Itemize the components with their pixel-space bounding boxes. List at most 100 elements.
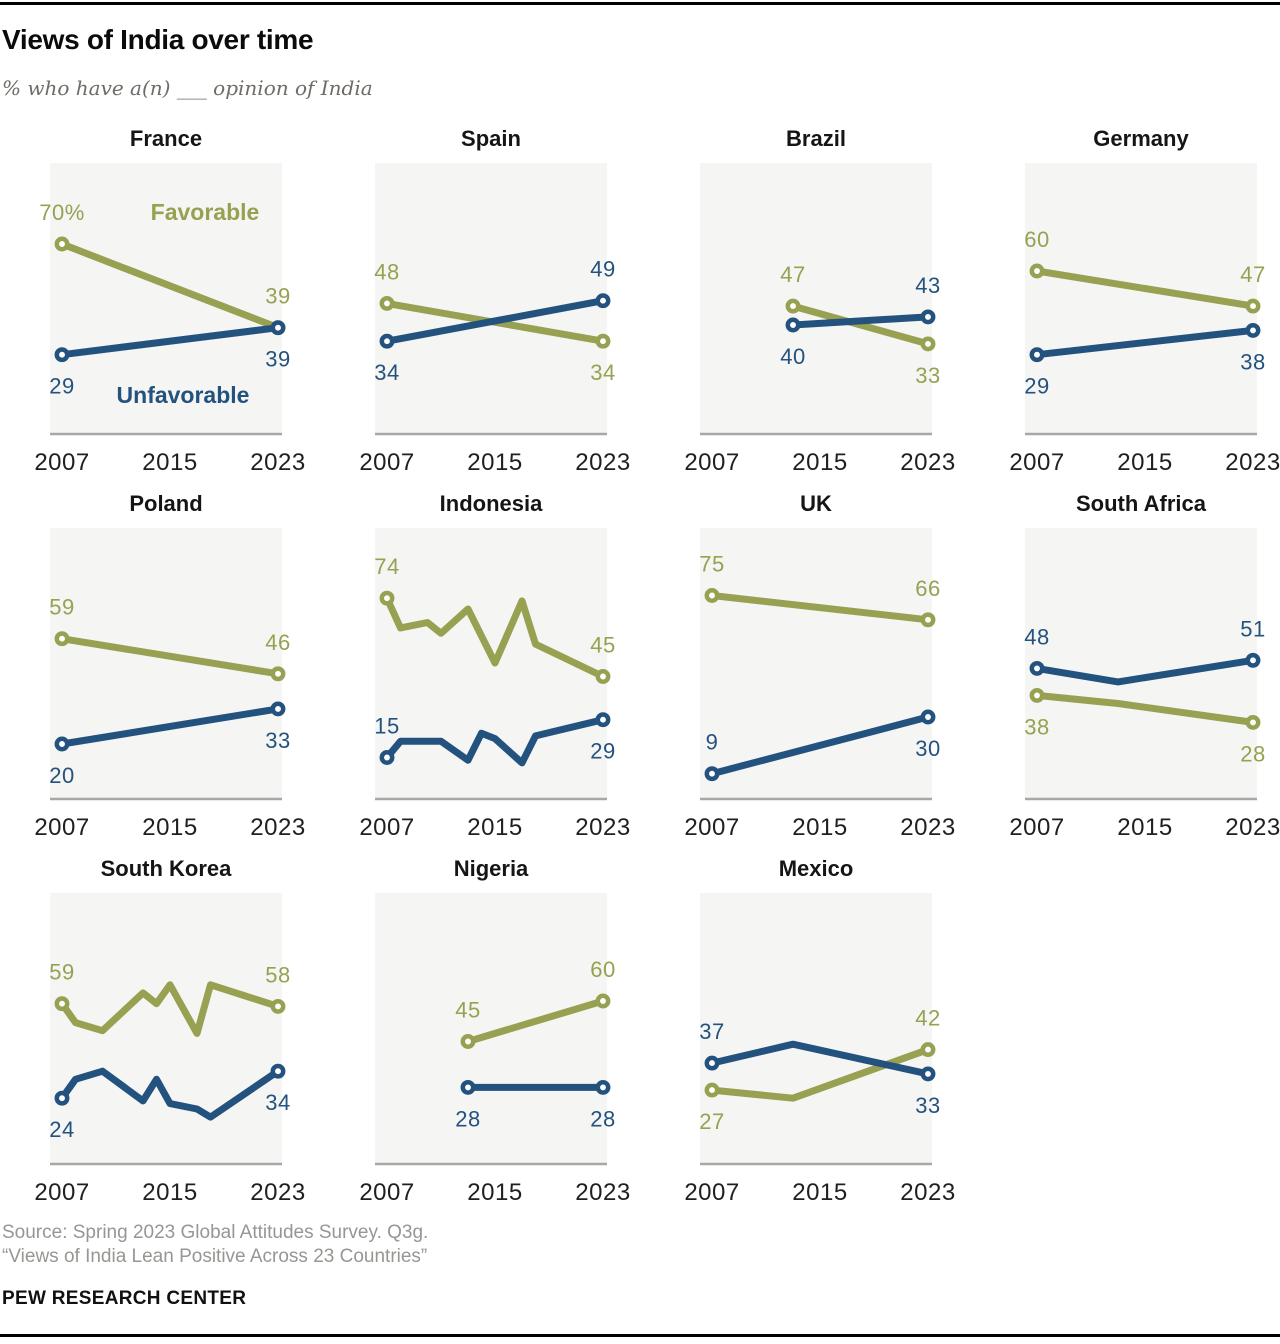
line-unfavorable <box>1036 656 1254 686</box>
source-line-2: “Views of India Lean Positive Across 23 … <box>2 1246 428 1267</box>
top-rule <box>0 2 1280 5</box>
value-label-unfavorable: 33 <box>265 728 290 753</box>
axis-year-label: 2007 <box>684 449 739 476</box>
axis-year-label: 2015 <box>467 1179 522 1206</box>
point-marker-unfavorable <box>1029 347 1045 363</box>
point-marker-favorable <box>1245 298 1261 314</box>
chart-mexico: Mexico 2007 2015 2023 27 42 37 33 <box>684 856 955 1206</box>
value-label-unfavorable: 29 <box>1024 374 1049 399</box>
point-marker-unfavorable <box>595 712 611 728</box>
axis-year-label: 2015 <box>792 814 847 841</box>
axis-year-label: 2023 <box>1225 449 1280 476</box>
value-label-unfavorable: 34 <box>374 360 399 385</box>
chart-title: Brazil <box>786 126 846 151</box>
point-marker-unfavorable <box>379 333 395 349</box>
chart-south-africa: South Africa 2007 2015 2023 38 28 48 51 <box>1009 491 1280 841</box>
point-marker-unfavorable <box>460 1079 476 1095</box>
value-label-unfavorable: 28 <box>590 1106 615 1131</box>
value-label-favorable: 70% <box>39 200 85 225</box>
point-marker-favorable <box>920 1042 936 1058</box>
point-marker-favorable <box>270 998 286 1014</box>
point-marker-favorable <box>1029 263 1045 279</box>
value-label-unfavorable: 37 <box>699 1019 724 1044</box>
axis-year-label: 2023 <box>250 1179 305 1206</box>
point-marker-favorable <box>270 666 286 682</box>
value-label-unfavorable: 40 <box>780 344 805 369</box>
chart-title: Spain <box>461 126 521 151</box>
line-unfavorable <box>1036 326 1254 359</box>
point-marker-favorable <box>704 588 720 603</box>
point-marker-unfavorable <box>1245 652 1261 668</box>
point-marker-unfavorable <box>595 293 611 309</box>
axis-year-label: 2015 <box>142 814 197 841</box>
line-unfavorable <box>61 324 279 359</box>
point-marker-favorable <box>1245 714 1261 730</box>
axis-year-label: 2007 <box>34 1179 89 1206</box>
point-marker-unfavorable <box>270 320 286 336</box>
chart-title: Nigeria <box>454 856 529 881</box>
point-marker-favorable <box>920 612 936 628</box>
point-marker-unfavorable <box>704 1055 720 1071</box>
point-marker-favorable <box>379 295 395 311</box>
chart-title: South Africa <box>1076 491 1207 516</box>
source-line-1: Source: Spring 2023 Global Attitudes Sur… <box>2 1222 429 1243</box>
line-unfavorable <box>59 1067 280 1121</box>
plot-area <box>50 528 282 798</box>
value-label-favorable: 34 <box>590 360 615 385</box>
line-favorable <box>1036 267 1254 310</box>
value-label-favorable: 33 <box>915 363 940 388</box>
line-favorable <box>1036 691 1254 726</box>
axis-year-label: 2023 <box>900 814 955 841</box>
value-label-favorable: 39 <box>265 284 290 309</box>
point-marker-unfavorable <box>595 1079 611 1095</box>
point-marker-favorable <box>1029 687 1045 703</box>
axis-year-label: 2023 <box>575 814 630 841</box>
point-marker-favorable <box>379 590 395 606</box>
point-marker-unfavorable <box>920 709 936 725</box>
point-marker-unfavorable <box>270 701 286 717</box>
axis-year-label: 2023 <box>250 814 305 841</box>
value-label-unfavorable: 51 <box>1240 616 1265 641</box>
value-label-unfavorable: 34 <box>265 1090 290 1115</box>
value-label-unfavorable: 39 <box>265 347 290 372</box>
brand: PEW RESEARCH CENTER <box>2 1288 247 1309</box>
plot-area <box>700 528 932 798</box>
point-marker-unfavorable <box>54 736 70 752</box>
plot-area <box>375 893 607 1163</box>
plot-area <box>375 163 607 433</box>
value-label-favorable: 59 <box>49 960 74 985</box>
value-label-unfavorable: 30 <box>915 736 940 761</box>
value-label-favorable: 60 <box>590 957 615 982</box>
axis-year-label: 2007 <box>684 814 739 841</box>
axis-year-label: 2007 <box>359 814 414 841</box>
point-marker-favorable <box>460 1034 476 1049</box>
value-label-favorable: 28 <box>1240 741 1265 766</box>
value-label-favorable: 47 <box>780 262 805 287</box>
axis-year-label: 2015 <box>467 814 522 841</box>
axis-year-label: 2015 <box>792 449 847 476</box>
value-label-favorable: 60 <box>1024 227 1049 252</box>
value-label-favorable: 45 <box>590 633 615 658</box>
chart-title: Mexico <box>779 856 854 881</box>
point-marker-unfavorable <box>270 1063 286 1079</box>
line-unfavorable <box>61 705 279 748</box>
value-label-favorable: 58 <box>265 962 290 987</box>
axis-year-label: 2015 <box>1117 449 1172 476</box>
chart-title: South Korea <box>101 856 233 881</box>
value-label-unfavorable: 20 <box>49 763 74 788</box>
line-favorable <box>59 981 280 1037</box>
axis-year-label: 2007 <box>1009 814 1064 841</box>
line-favorable <box>792 302 929 348</box>
series-annotation-unfavorable: Unfavorable <box>117 382 250 408</box>
value-label-favorable: 38 <box>1024 714 1049 739</box>
line-unfavorable <box>384 716 604 767</box>
axis-year-label: 2007 <box>34 449 89 476</box>
point-marker-favorable <box>785 298 801 314</box>
value-label-unfavorable: 29 <box>49 374 74 399</box>
line-favorable <box>466 997 605 1045</box>
axis-year-label: 2023 <box>575 1179 630 1206</box>
value-label-unfavorable: 43 <box>915 273 940 298</box>
line-favorable <box>711 592 929 624</box>
